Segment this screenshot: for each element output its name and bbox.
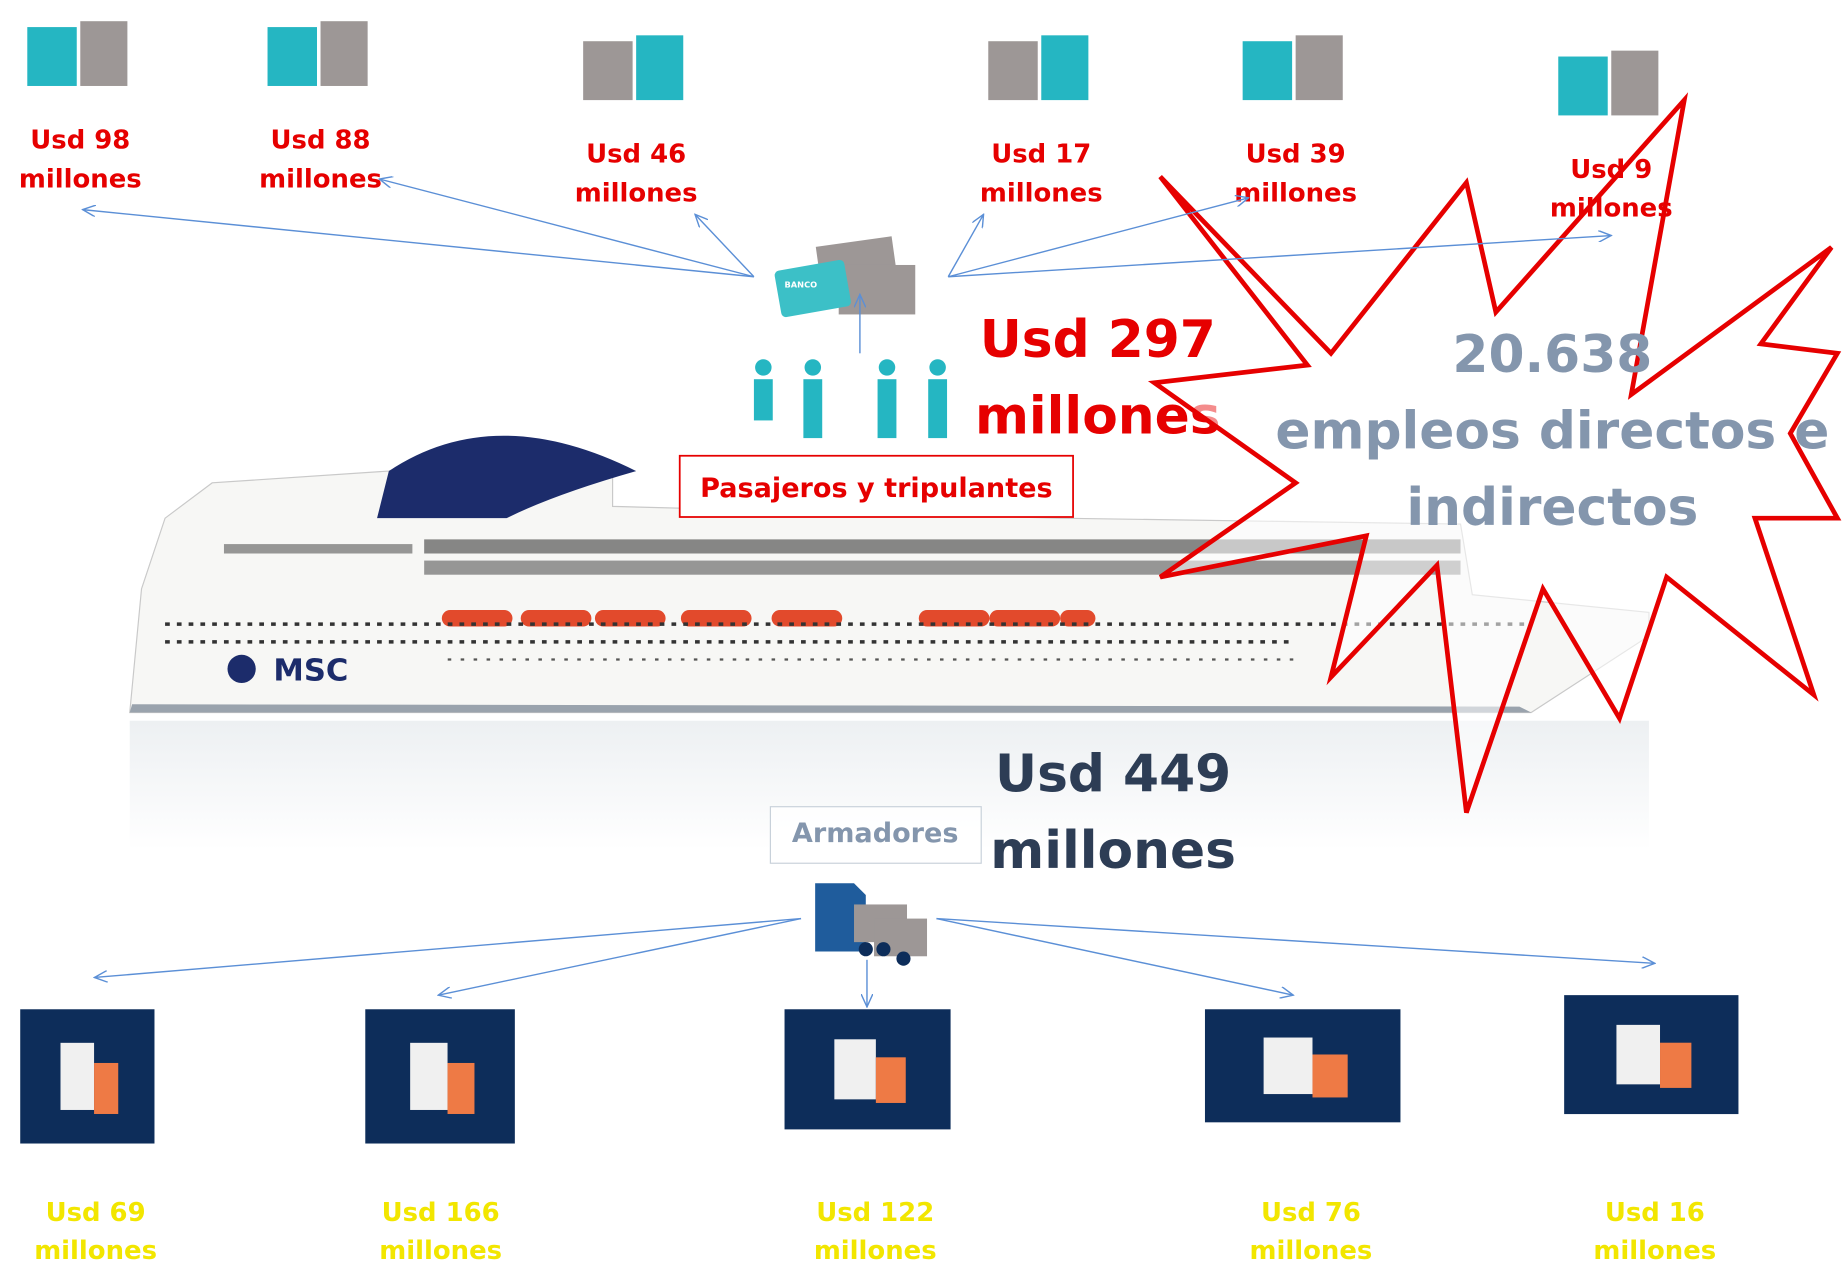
arrow <box>438 919 801 996</box>
category-icon <box>94 1063 118 1114</box>
category-icon <box>583 41 632 100</box>
passengers-label: Pasajeros y tripulantes <box>700 473 1053 504</box>
category-icon <box>27 27 76 86</box>
unit: millones <box>1550 194 1673 224</box>
deck-windows <box>424 561 1460 575</box>
amount: Usd 46 <box>586 140 686 170</box>
arrow <box>936 919 1654 964</box>
unit: millones <box>1234 178 1357 208</box>
unit: millones <box>259 164 382 194</box>
category-icon <box>80 21 127 86</box>
arrow <box>948 236 1611 277</box>
category-icon <box>1041 35 1088 100</box>
passengers-amount: Usd 297 <box>980 310 1216 370</box>
arrow <box>695 214 754 276</box>
unit: millones <box>379 1236 502 1266</box>
card-text: BANCO <box>785 279 818 289</box>
payment-icon: BANCO <box>774 236 915 318</box>
category-icon <box>61 1043 95 1110</box>
employment-text: empleos directos e <box>1275 402 1829 462</box>
amount: Usd 122 <box>816 1198 934 1228</box>
category-icon <box>268 27 317 86</box>
logo-emblem <box>227 655 255 683</box>
infographic: MSC BANCO Pasajeros y tripulantes Usd 29… <box>0 0 1847 1266</box>
people-icon <box>754 359 947 438</box>
amount: Usd 166 <box>382 1198 500 1228</box>
amount: Usd 17 <box>991 140 1091 170</box>
category-icon <box>834 1039 876 1099</box>
employment-number: 20.638 <box>1452 325 1652 385</box>
amount: Usd 98 <box>30 125 130 155</box>
category-icon <box>1243 41 1292 100</box>
category-icon <box>1264 1038 1313 1095</box>
unit: millones <box>34 1236 157 1266</box>
shipowners-amount: Usd 449 <box>995 744 1231 804</box>
arrow <box>83 210 754 277</box>
category-icon <box>1296 35 1343 100</box>
arrow <box>94 919 801 978</box>
deck-windows <box>224 544 412 553</box>
category-icon <box>448 1063 475 1114</box>
category-icon <box>321 21 368 86</box>
amount: Usd 9 <box>1570 155 1652 185</box>
category-icon <box>1312 1054 1347 1097</box>
unit: millones <box>575 178 698 208</box>
category-icon <box>1611 51 1658 116</box>
fees-icon <box>815 883 927 965</box>
amount: Usd 16 <box>1605 1198 1705 1228</box>
unit: millones <box>1593 1236 1716 1266</box>
arrow <box>948 198 1248 277</box>
arrow <box>948 214 983 276</box>
unit: millones <box>19 164 142 194</box>
arrow <box>379 179 754 277</box>
category-icon <box>1616 1025 1660 1084</box>
category-icon <box>636 35 683 100</box>
shipowners-label: Armadores <box>792 818 959 849</box>
shipowners-unit: millones <box>990 821 1236 881</box>
ship-logo: MSC <box>273 654 348 689</box>
category-icon <box>988 41 1037 100</box>
category-icon <box>410 1043 447 1110</box>
unit: millones <box>980 178 1103 208</box>
amount: Usd 39 <box>1246 140 1346 170</box>
category-icon <box>1660 1043 1691 1088</box>
amount: Usd 88 <box>271 125 371 155</box>
amount: Usd 76 <box>1261 1198 1361 1228</box>
category-icon <box>876 1057 906 1103</box>
unit: millones <box>1250 1236 1373 1266</box>
category-icon <box>1558 57 1607 116</box>
amount: Usd 69 <box>46 1198 146 1228</box>
page: MSC BANCO Pasajeros y tripulantes Usd 29… <box>0 0 1847 1266</box>
unit: millones <box>814 1236 937 1266</box>
employment-text: indirectos <box>1406 478 1698 538</box>
